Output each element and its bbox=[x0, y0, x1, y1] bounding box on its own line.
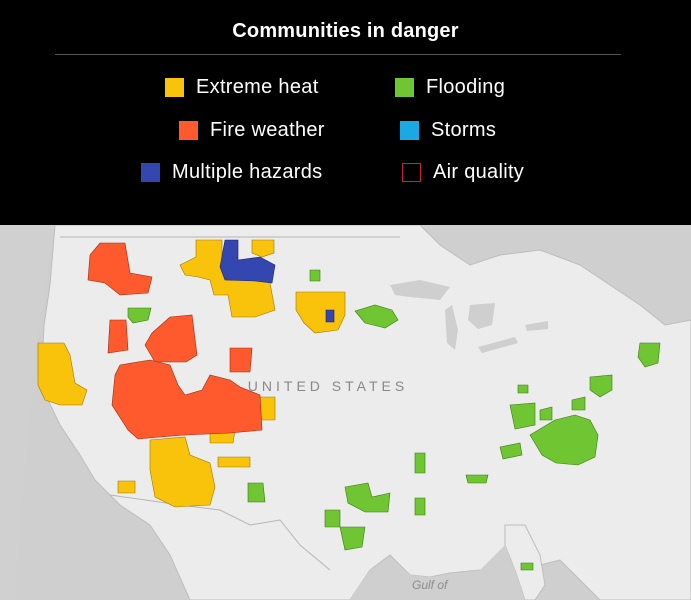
legend-label-fire-weather: Fire weather bbox=[210, 118, 325, 141]
lake-huron bbox=[468, 303, 495, 329]
lake-superior bbox=[390, 280, 450, 300]
us-map: UNITED STATES Gulf of bbox=[0, 225, 691, 600]
legend-label-storms: Storms bbox=[431, 118, 497, 141]
legend-label-flooding: Flooding bbox=[426, 75, 506, 98]
legend-swatch-multiple-hazards bbox=[141, 162, 160, 182]
lake-michigan bbox=[445, 305, 458, 350]
legend-item-extreme-heat: Extreme heat bbox=[165, 75, 319, 99]
divider bbox=[55, 54, 621, 55]
water-label: Gulf of bbox=[412, 578, 449, 592]
legend-label-air-quality: Air quality bbox=[433, 160, 525, 183]
land-mass bbox=[41, 225, 691, 600]
legend-swatch-storms bbox=[400, 120, 419, 140]
legend-panel: Communities in danger Extreme heat Flood… bbox=[0, 0, 691, 225]
legend-item-multiple-hazards: Multiple hazards bbox=[141, 160, 322, 184]
legend-swatch-fire-weather bbox=[179, 120, 198, 140]
legend-swatch-extreme-heat bbox=[165, 77, 184, 97]
fire-weather-regions bbox=[87, 242, 263, 440]
legend-item-fire-weather: Fire weather bbox=[179, 118, 325, 142]
legend-swatch-flooding bbox=[395, 77, 414, 97]
florida bbox=[504, 524, 546, 600]
pacific-ocean bbox=[0, 225, 55, 600]
legend-item-flooding: Flooding bbox=[395, 75, 505, 99]
legend-swatch-air-quality bbox=[402, 162, 421, 182]
gulf-of-mexico bbox=[350, 545, 525, 600]
legend-item-storms: Storms bbox=[400, 118, 496, 142]
lake-ontario bbox=[525, 321, 548, 331]
lake-erie bbox=[478, 337, 518, 353]
flooding-regions bbox=[127, 269, 661, 571]
legend-label-extreme-heat: Extreme heat bbox=[196, 75, 319, 98]
map-area[interactable]: UNITED STATES Gulf of bbox=[0, 225, 691, 600]
country-label: UNITED STATES bbox=[248, 378, 408, 394]
legend-item-air-quality: Air quality bbox=[402, 160, 524, 184]
page-title: Communities in danger bbox=[232, 20, 459, 42]
legend-label-multiple-hazards: Multiple hazards bbox=[172, 160, 323, 183]
multiple-hazards-regions bbox=[219, 239, 335, 323]
